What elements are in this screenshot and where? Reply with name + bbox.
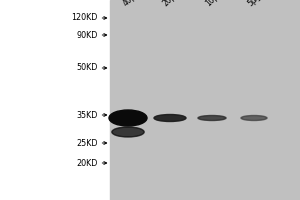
Bar [110, 0, 300, 200]
Ellipse shape [154, 114, 186, 121]
Text: 20μg: 20μg [162, 0, 182, 8]
Text: 50KD: 50KD [76, 64, 98, 72]
Text: 20KD: 20KD [76, 158, 98, 168]
Text: 120KD: 120KD [71, 14, 98, 22]
Text: 40μg: 40μg [122, 0, 142, 8]
Text: 90KD: 90KD [76, 30, 98, 40]
Text: 35KD: 35KD [76, 110, 98, 119]
Text: 25KD: 25KD [76, 138, 98, 148]
Ellipse shape [241, 116, 267, 120]
Ellipse shape [198, 116, 226, 120]
Text: 5μg: 5μg [246, 0, 262, 8]
Ellipse shape [109, 110, 147, 126]
Text: 10μg: 10μg [204, 0, 224, 8]
Ellipse shape [112, 127, 144, 137]
